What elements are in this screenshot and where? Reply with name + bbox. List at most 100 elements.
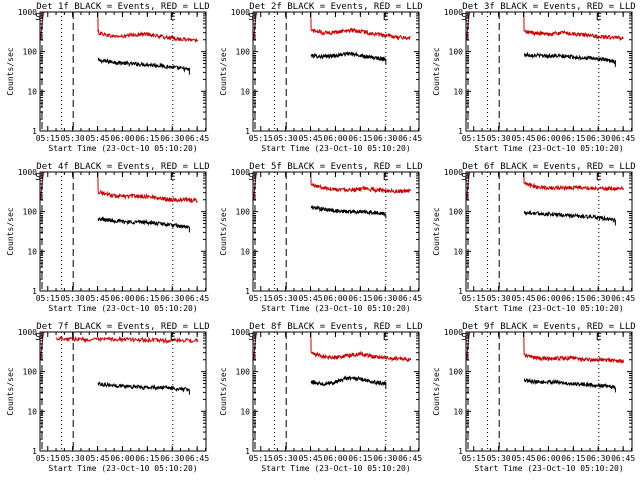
x-tick-label: 05:15 <box>249 134 273 143</box>
x-tick-label: 06:15 <box>348 454 372 463</box>
panel-title: Det 1f BLACK = Events, RED = LLD <box>36 2 209 12</box>
y-axis-label: Counts/sec <box>432 207 441 255</box>
y-tick-label: 1 <box>245 287 250 296</box>
y-tick-label: 1000 <box>18 328 37 337</box>
panel-title: Det 4f BLACK = Events, RED = LLD <box>36 162 209 172</box>
x-tick-label: 06:15 <box>561 454 585 463</box>
x-tick-label: 05:15 <box>462 294 486 303</box>
lld-rise-line <box>466 171 471 200</box>
events-series-line <box>97 216 190 233</box>
x-axis-label: Start Time (23-Oct-10 05:10:20) <box>261 464 410 473</box>
x-tick-label: 06:15 <box>135 294 159 303</box>
end-marker-label: E <box>596 12 602 23</box>
x-tick-label: 05:30 <box>487 454 511 463</box>
x-tick-label: 06:30 <box>373 294 397 303</box>
x-tick-label: 05:45 <box>512 294 536 303</box>
end-marker-label: E <box>383 12 389 23</box>
y-tick-label: 100 <box>23 368 38 377</box>
x-axis-label: Start Time (23-Oct-10 05:10:20) <box>48 144 197 153</box>
x-tick-label: 06:45 <box>398 454 422 463</box>
y-tick-label: 1 <box>458 127 463 136</box>
x-tick-label: 06:45 <box>611 454 635 463</box>
x-tick-label: 06:15 <box>561 294 585 303</box>
y-tick-label: 1 <box>32 127 37 136</box>
y-tick-label: 100 <box>449 208 464 217</box>
x-axis-label: Start Time (23-Oct-10 05:10:20) <box>474 464 623 473</box>
lld-series-line <box>56 335 199 345</box>
x-tick-label: 06:15 <box>561 134 585 143</box>
lld-rise-line <box>253 331 258 360</box>
panel-title: Det 6f BLACK = Events, RED = LLD <box>462 162 635 172</box>
x-axis-label: Start Time (23-Oct-10 05:10:20) <box>48 464 197 473</box>
y-tick-label: 100 <box>236 208 251 217</box>
y-tick-label: 1000 <box>18 8 37 17</box>
y-tick-label: 100 <box>449 368 464 377</box>
y-tick-label: 10 <box>240 407 250 416</box>
end-marker-label: E <box>170 172 176 183</box>
lld-rise-line <box>40 331 45 360</box>
end-marker-label: E <box>596 332 602 343</box>
lld-series-line <box>523 172 625 192</box>
y-tick-label: 100 <box>23 48 38 57</box>
x-tick-label: 05:45 <box>299 134 323 143</box>
axes-frame <box>465 171 633 292</box>
axes-frame <box>39 331 207 452</box>
y-tick-label: 1 <box>245 127 250 136</box>
x-tick-label: 06:30 <box>160 294 184 303</box>
lld-rise-line <box>40 11 45 40</box>
panel-title: Det 7f BLACK = Events, RED = LLD <box>36 322 209 332</box>
y-axis-label: Counts/sec <box>6 207 15 255</box>
y-tick-label: 10 <box>27 247 37 256</box>
lld-series-line <box>97 172 198 204</box>
events-series-line <box>310 51 387 64</box>
events-series-line <box>310 205 387 219</box>
x-tick-label: 05:45 <box>299 454 323 463</box>
panel-title: Det 3f BLACK = Events, RED = LLD <box>462 2 635 12</box>
lld-series-line <box>97 12 199 43</box>
y-tick-label: 1000 <box>18 168 37 177</box>
lld-rise-line <box>40 171 45 200</box>
x-tick-label: 05:45 <box>512 454 536 463</box>
x-tick-label: 06:30 <box>160 454 184 463</box>
y-tick-label: 1000 <box>444 168 463 177</box>
x-axis-label: Start Time (23-Oct-10 05:10:20) <box>261 304 410 313</box>
x-tick-label: 06:45 <box>185 294 209 303</box>
x-tick-label: 05:15 <box>36 134 60 143</box>
x-tick-label: 06:30 <box>586 134 610 143</box>
axes-frame <box>39 171 207 292</box>
y-axis-label: Counts/sec <box>432 47 441 95</box>
x-tick-label: 06:00 <box>536 294 560 303</box>
axes-frame <box>252 171 420 292</box>
x-tick-label: 06:00 <box>536 134 560 143</box>
start-marker-label: S <box>248 332 254 343</box>
x-tick-label: 06:45 <box>398 294 422 303</box>
x-tick-label: 06:15 <box>135 454 159 463</box>
x-tick-label: 06:00 <box>323 454 347 463</box>
x-tick-label: 05:45 <box>86 294 110 303</box>
x-tick-label: 06:00 <box>536 454 560 463</box>
y-tick-label: 10 <box>27 87 37 96</box>
end-marker-label: E <box>596 172 602 183</box>
end-marker-label: E <box>383 332 389 343</box>
y-tick-label: 1000 <box>444 328 463 337</box>
y-tick-label: 100 <box>449 48 464 57</box>
end-marker-label: E <box>383 172 389 183</box>
events-series-line <box>97 381 190 395</box>
y-tick-label: 10 <box>27 407 37 416</box>
start-marker-label: S <box>461 172 467 183</box>
x-tick-label: 05:45 <box>86 134 110 143</box>
panel-title: Det 9f BLACK = Events, RED = LLD <box>462 322 635 332</box>
y-axis-label: Counts/sec <box>219 47 228 95</box>
start-marker-label: S <box>461 332 467 343</box>
x-tick-label: 06:45 <box>398 134 422 143</box>
y-tick-label: 1 <box>458 447 463 456</box>
y-tick-label: 100 <box>23 208 38 217</box>
